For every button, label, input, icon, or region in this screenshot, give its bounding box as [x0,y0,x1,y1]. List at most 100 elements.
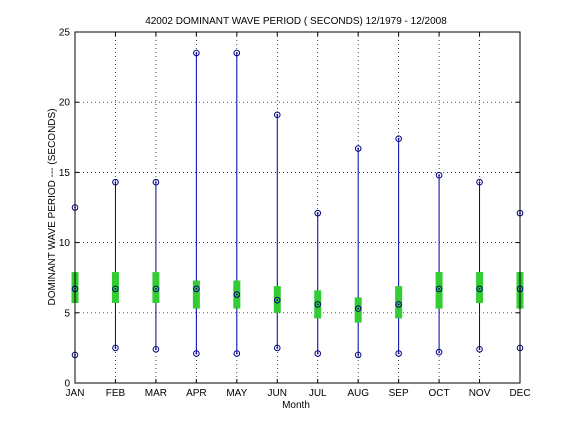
min-marker-dot [235,352,238,355]
min-marker [476,346,483,353]
min-marker [314,350,322,357]
y-tick-label: 20 [59,98,71,109]
max-marker-dot [235,52,238,54]
box-group-feb [111,178,119,352]
max-marker-dot [114,181,117,184]
max-marker [314,209,322,217]
iqr-box [476,272,484,303]
chart-title: 42002 DOMINANT WAVE PERIOD ( SECONDS) 12… [145,16,447,27]
iqr-box [192,280,200,309]
x-tick-labels: JAN FEB MAR APR MAY JUN JUL AUG SEP OCT NOV DEC [66,32,531,399]
median-marker-dot [276,299,279,302]
iqr-box [354,297,362,323]
min-marker [395,350,402,357]
min-marker [152,346,160,353]
min-marker-dot [155,348,157,351]
median-marker [354,305,362,312]
x-tick-label: MAY [226,388,247,399]
max-marker-dot [276,113,279,116]
min-marker-dot [276,347,279,349]
median-marker [476,285,483,293]
max-marker [233,49,241,57]
max-marker-dot [438,174,440,177]
median-marker [273,296,281,304]
box-group-apr [192,49,200,357]
plot-frame [74,31,521,384]
max-marker [476,178,483,186]
x-tick-label: JAN [66,388,85,399]
iqr-box [435,272,443,309]
median-marker [233,291,241,298]
box-group-jul [314,209,322,357]
x-tick-label: SEP [389,388,409,399]
median-marker-dot [357,307,360,310]
x-tick-label: AUG [347,388,369,399]
median-marker-dot [155,288,157,290]
min-marker-dot [478,348,481,351]
max-marker [152,178,160,186]
median-marker-dot [478,288,481,290]
min-marker-dot [357,354,360,356]
iqr-box [152,272,160,303]
y-tick-label: 15 [59,168,71,179]
median-marker [112,285,119,293]
median-marker [435,285,443,293]
max-marker-dot [478,181,481,184]
x-tick-label: JUL [309,388,327,399]
median-marker-dot [235,293,238,296]
iqr-box [111,272,119,303]
median-marker [314,301,322,308]
x-tick-label: FEB [106,388,126,399]
y-axis-label: DOMINANT WAVE PERIOD --- (SECONDS) [47,108,58,305]
median-marker-dot [438,288,440,290]
x-tick-label: APR [186,388,207,399]
max-marker-dot [397,137,400,140]
median-marker-dot [397,303,400,306]
min-marker-dot [397,352,400,355]
x-tick-label: OCT [429,388,450,399]
min-marker-dot [316,352,319,355]
max-marker-dot [357,147,360,150]
x-tick-label: DEC [509,388,530,399]
min-marker [233,350,241,357]
median-marker-dot [114,288,117,290]
y-tick-label: 25 [59,28,71,39]
min-marker-dot [114,347,117,349]
y-tick-labels: 0 5 10 15 20 25 [59,28,520,390]
max-marker-dot [155,181,157,184]
y-tick-label: 10 [59,238,71,249]
min-marker [273,344,281,352]
median-marker [193,285,200,293]
y-tick-label: 5 [64,308,70,319]
box-group-jun [273,111,281,352]
median-marker [152,285,160,293]
max-marker [273,111,281,119]
y-tick-label: 0 [64,379,70,390]
box-group-sep [395,135,403,357]
min-marker-dot [438,351,440,354]
median-marker-dot [316,303,319,306]
x-axis-label: Month [282,400,310,411]
max-marker [435,171,443,179]
min-marker [435,348,443,356]
box-group-aug [354,145,362,359]
x-tick-label: MAR [145,388,167,399]
box-group-oct [435,171,443,356]
iqr-box [395,286,403,319]
x-tick-label: NOV [469,388,491,399]
min-marker [354,351,362,359]
max-marker [112,178,119,186]
max-marker-dot [195,52,198,54]
median-marker-dot [195,288,198,290]
max-marker-dot [316,212,319,215]
max-marker [193,49,200,57]
max-marker [354,145,362,152]
box-group-mar [152,178,160,353]
max-marker [395,135,402,143]
median-marker [395,301,402,308]
box-group-may [233,49,241,357]
min-marker-dot [195,352,198,355]
x-tick-label: JUN [268,388,287,399]
